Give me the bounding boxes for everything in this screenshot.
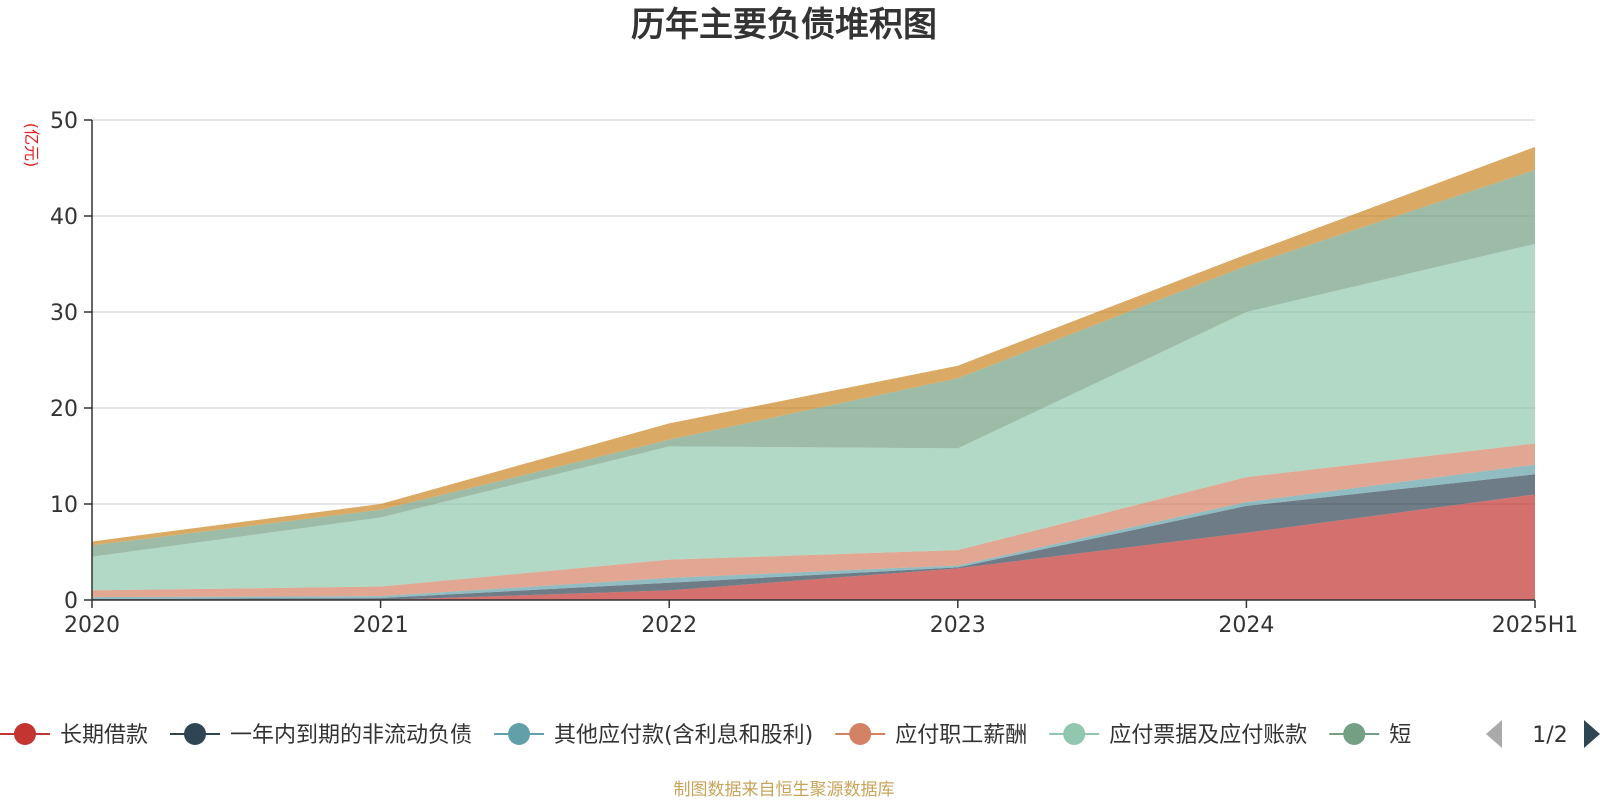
y-tick-label: 50 xyxy=(50,109,78,134)
legend-label: 短 xyxy=(1389,723,1411,748)
legend-item-4[interactable]: 应付票据及应付账款 xyxy=(1049,723,1307,748)
legend-label: 应付票据及应付账款 xyxy=(1109,723,1307,748)
legend-item-0[interactable]: 长期借款 xyxy=(0,723,148,748)
legend-item-5[interactable]: 短 xyxy=(1329,723,1411,748)
axes: 2020 2021 2022 2023 2024 2025H1 xyxy=(64,120,1578,638)
x-tick-label: 2025H1 xyxy=(1492,613,1579,638)
legend-circle-marker xyxy=(508,723,531,745)
area-series-3 xyxy=(92,443,1535,598)
legend-circle-marker xyxy=(849,723,872,745)
triangle-left-icon[interactable] xyxy=(1486,720,1502,748)
legend-circle-marker xyxy=(1063,723,1086,745)
legend-circle-marker xyxy=(184,723,207,745)
legend-item-3[interactable]: 应付职工薪酬 xyxy=(835,723,1027,748)
chart-title: 历年主要负债堆积图 xyxy=(631,5,937,45)
area-series-0 xyxy=(92,494,1535,600)
stacked-areas xyxy=(92,146,1535,600)
y-tick-label: 10 xyxy=(50,493,78,518)
x-tick-label: 2020 xyxy=(64,613,120,638)
source-note: 制图数据来自恒生聚源数据库 xyxy=(674,780,895,800)
legend: 长期借款 一年内到期的非流动负债 其他应付款(含利息和股利) 应付职工薪酬 应付票据及应… xyxy=(0,720,1600,748)
x-tick-label: 2024 xyxy=(1218,613,1274,638)
legend-label: 其他应付款(含利息和股利) xyxy=(554,723,813,748)
legend-item-1[interactable]: 一年内到期的非流动负债 xyxy=(170,723,472,748)
y-tick-label: 40 xyxy=(50,205,78,230)
legend-page-indicator: 1/2 xyxy=(1532,723,1567,748)
legend-items: 长期借款 一年内到期的非流动负债 其他应付款(含利息和股利) 应付职工薪酬 应付票据及应… xyxy=(0,723,1411,748)
y-axis-unit-label: (亿元) xyxy=(22,123,41,168)
legend-label: 一年内到期的非流动负债 xyxy=(230,723,472,748)
y-tick-label: 30 xyxy=(50,301,78,326)
area-series-2 xyxy=(92,464,1535,600)
legend-item-2[interactable]: 其他应付款(含利息和股利) xyxy=(494,723,813,748)
x-tick-label: 2022 xyxy=(641,613,697,638)
legend-label: 应付职工薪酬 xyxy=(895,723,1027,748)
legend-circle-marker xyxy=(1343,723,1366,745)
x-tick-label: 2021 xyxy=(353,613,409,638)
area-series-4 xyxy=(92,243,1535,591)
triangle-right-icon[interactable] xyxy=(1584,720,1600,748)
x-tick-label: 2023 xyxy=(930,613,986,638)
y-tick-label: 0 xyxy=(64,589,78,614)
legend-label: 长期借款 xyxy=(60,723,148,748)
y-tick-label: 20 xyxy=(50,397,78,422)
legend-circle-marker xyxy=(14,723,36,745)
